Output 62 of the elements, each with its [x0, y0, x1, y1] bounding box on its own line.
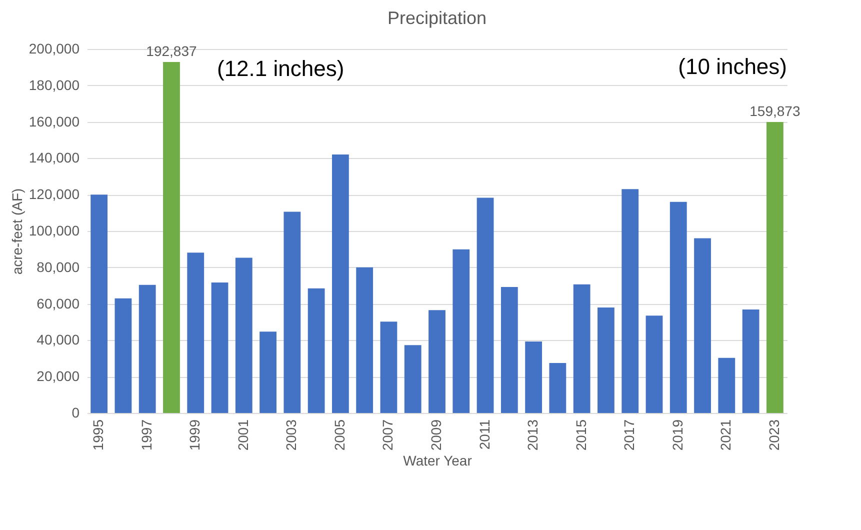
annotation: (10 inches): [678, 54, 787, 79]
x-tick-label: 2015: [572, 419, 589, 451]
y-tick-label: 0: [72, 404, 80, 420]
bar: [500, 287, 518, 413]
x-tick-label: 1997: [138, 419, 154, 451]
y-tick-label: 80,000: [36, 258, 80, 275]
bar: [573, 284, 590, 413]
bar: [90, 194, 108, 413]
bar: [694, 238, 711, 413]
bar: [428, 310, 446, 413]
bar: [598, 307, 614, 413]
data-label: 192,837: [146, 43, 197, 60]
x-tick-label: 1999: [186, 419, 203, 451]
bar: [549, 362, 566, 413]
x-tick-label: 2019: [669, 419, 686, 451]
bar: [525, 341, 542, 413]
bar: [718, 358, 736, 413]
y-tick-label: 40,000: [36, 332, 80, 348]
data-label: 159,873: [750, 103, 800, 120]
x-tick-label: 2009: [428, 419, 444, 451]
x-tick-label: 1995: [90, 419, 106, 451]
bar: [356, 267, 374, 413]
chart-title: Precipitation: [387, 8, 487, 28]
bar: [452, 249, 470, 413]
bar: [260, 332, 276, 413]
x-tick-label: 2005: [331, 419, 348, 451]
y-tick-label: 100,000: [28, 222, 80, 238]
y-tick-label: 160,000: [28, 113, 80, 130]
x-tick-label: 2021: [718, 419, 734, 451]
x-tick-label: 2001: [234, 419, 251, 451]
bar: [211, 282, 228, 413]
y-tick-label: 200,000: [28, 40, 80, 56]
bar: [646, 316, 663, 413]
x-tick-label: 2003: [283, 419, 300, 451]
x-tick-label: 2007: [380, 419, 396, 451]
bar: [766, 122, 784, 413]
x-tick-label: 2013: [524, 419, 541, 451]
bar: [742, 309, 760, 413]
y-tick-label: 20,000: [36, 368, 80, 384]
y-tick-label: 60,000: [36, 295, 80, 312]
bar: [163, 62, 180, 413]
y-tick-label: 180,000: [28, 76, 80, 93]
bar: [380, 322, 398, 413]
bar: [284, 212, 301, 413]
bar: [138, 284, 156, 413]
y-tick-label: 140,000: [28, 150, 80, 166]
bar: [235, 258, 252, 413]
bar: [404, 345, 422, 413]
bar: [476, 198, 494, 413]
bar: [187, 252, 204, 413]
bar: [622, 189, 639, 413]
x-tick-label: 2017: [621, 419, 638, 451]
bar: [670, 202, 687, 413]
x-tick-label: 2023: [766, 419, 782, 451]
x-tick-label: 2011: [476, 419, 492, 450]
bar: [332, 154, 349, 413]
bar: [114, 298, 132, 413]
x-axis-title: Water Year: [403, 452, 472, 469]
annotation: (12.1 inches): [217, 56, 344, 81]
y-tick-label: 120,000: [28, 186, 80, 202]
bar: [308, 288, 325, 413]
y-axis-title: acre-feet (AF): [8, 188, 25, 275]
